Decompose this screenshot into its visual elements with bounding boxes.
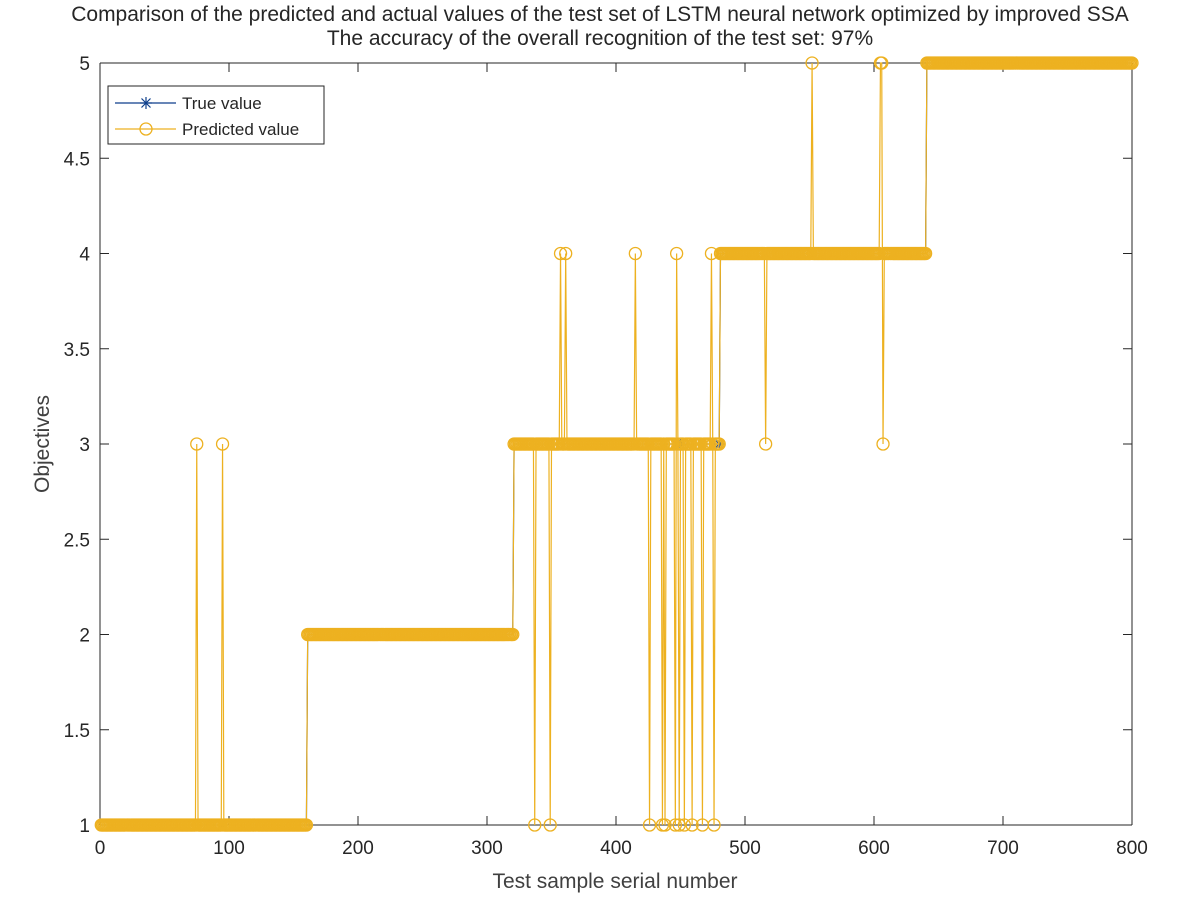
y-tick-label: 1.5 [64, 721, 90, 742]
y-tick-label: 4 [79, 245, 90, 266]
predicted-value-marker [707, 818, 721, 832]
predicted-value-marker [215, 437, 230, 451]
predicted-value-marker [918, 246, 933, 261]
y-tick-label: 1 [79, 816, 90, 837]
chart-subtitle: The accuracy of the overall recognition … [327, 27, 873, 50]
chart-title: Comparison of the predicted and actual v… [71, 3, 1129, 26]
legend-true-marker-icon [140, 97, 152, 109]
predicted-value-marker [1125, 56, 1139, 70]
predicted-value-marker [553, 246, 568, 261]
y-tick-label: 3.5 [64, 340, 90, 361]
y-tick-labels: 1 1.5 2 2.5 3 3.5 4 4.5 5 [64, 54, 91, 837]
x-tick-label: 700 [987, 838, 1019, 859]
legend-predicted-label: Predicted value [182, 120, 299, 139]
predicted-value-marker [299, 818, 314, 832]
predicted-value-marker [677, 818, 692, 832]
legend-true-label: True value [182, 94, 262, 113]
legend: True value Predicted value [107, 85, 325, 145]
predicted-value-marker [685, 818, 699, 832]
y-tick-label: 3 [79, 435, 90, 456]
x-tick-labels: 0 100 200 300 400 500 600 700 800 [95, 838, 1148, 859]
predicted-value-marker [669, 246, 684, 261]
x-tick-label: 500 [729, 838, 761, 859]
legend-predicted-marker-icon [139, 122, 153, 136]
predicted-value-marker [528, 818, 542, 832]
predicted-value-marker [758, 437, 773, 451]
x-tick-label: 300 [471, 838, 503, 859]
plot-area [94, 56, 1139, 832]
predicted-value-markers [94, 56, 1139, 832]
predicted-value-marker [876, 437, 890, 451]
y-tick-label: 4.5 [64, 149, 90, 170]
x-tick-label: 200 [342, 838, 374, 859]
predicted-value-marker [712, 437, 726, 451]
x-tick-label: 400 [600, 838, 632, 859]
y-tick-label: 2 [79, 626, 90, 647]
x-tick-label: 100 [213, 838, 245, 859]
x-axis-label: Test sample serial number [492, 870, 737, 893]
predicted-value-marker [658, 818, 672, 832]
predicted-value-marker [543, 818, 557, 832]
x-tick-label: 600 [858, 838, 890, 859]
predicted-value-marker [190, 437, 204, 451]
predicted-value-marker [628, 246, 642, 261]
y-axis-label: Objectives [31, 395, 54, 493]
predicted-value-marker [672, 818, 686, 832]
y-tick-label: 5 [79, 54, 90, 75]
predicted-value-marker [642, 818, 657, 832]
predicted-value-marker [668, 818, 682, 832]
x-tick-label: 0 [95, 838, 106, 859]
x-tick-label: 800 [1116, 838, 1148, 859]
predicted-value-marker [875, 56, 889, 70]
predicted-value-marker [805, 56, 819, 70]
predicted-value-marker [506, 627, 520, 642]
predicted-value-marker [559, 246, 573, 261]
y-tick-label: 2.5 [64, 530, 90, 551]
